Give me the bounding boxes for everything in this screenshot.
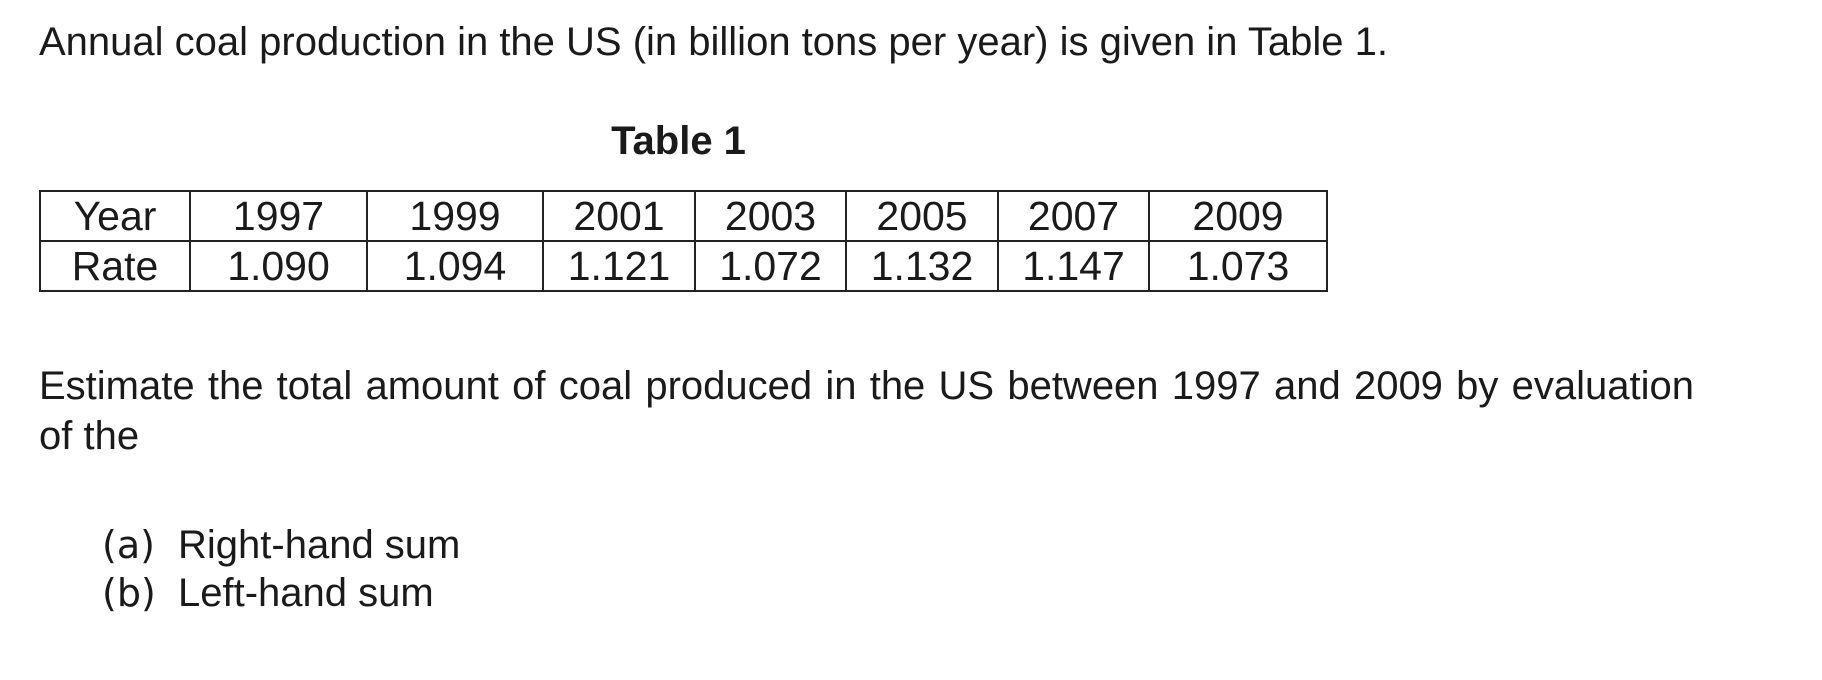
table-cell-rate: 1.073 xyxy=(1148,240,1328,292)
table-cell-year: 2005 xyxy=(845,190,999,242)
table-cell-year: 2003 xyxy=(694,190,847,242)
list-item-part-b: (b) Left-hand sum xyxy=(102,569,460,617)
table-cell-rate: 1.090 xyxy=(189,240,368,292)
intro-text: Annual coal production in the US (in bil… xyxy=(39,20,1388,64)
table-row-rate: Rate 1.090 1.094 1.121 1.072 1.132 1.147… xyxy=(39,240,1328,292)
table-cell-year: 2007 xyxy=(997,190,1150,242)
table-cell-year: 1999 xyxy=(366,190,544,242)
table-cell-rate: 1.094 xyxy=(366,240,544,292)
table-row-year: Year 1997 1999 2001 2003 2005 2007 2009 xyxy=(39,190,1328,242)
table-cell-rate: 1.072 xyxy=(694,240,847,292)
table-cell-rate: 1.147 xyxy=(997,240,1150,292)
part-text: Left-hand sum xyxy=(178,571,434,615)
part-marker: (a) xyxy=(102,523,155,567)
list-item-part-a: (a) Right-hand sum xyxy=(102,521,460,569)
part-text: Right-hand sum xyxy=(178,523,461,567)
row-header-rate: Rate xyxy=(39,240,191,292)
row-header-year: Year xyxy=(39,190,191,242)
table-caption: Table 1 xyxy=(611,119,746,163)
table-cell-rate: 1.132 xyxy=(845,240,999,292)
part-marker: (b) xyxy=(102,571,156,615)
table-cell-year: 2001 xyxy=(542,190,696,242)
table-cell-year: 2009 xyxy=(1148,190,1328,242)
coal-production-table: Year 1997 1999 2001 2003 2005 2007 2009 … xyxy=(39,190,1328,292)
question-parts-list: (a) Right-hand sum (b) Left-hand sum xyxy=(102,521,460,617)
table-cell-rate: 1.121 xyxy=(542,240,696,292)
table-cell-year: 1997 xyxy=(189,190,368,242)
question-text: Estimate the total amount of coal produc… xyxy=(39,364,1694,458)
